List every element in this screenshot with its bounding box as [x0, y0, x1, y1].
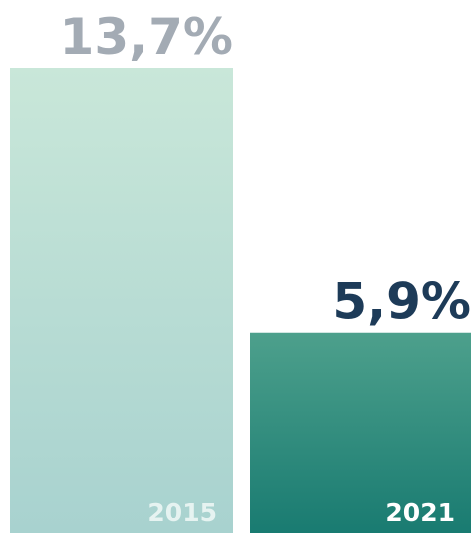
bar [10, 68, 233, 533]
category-label: 2021 [385, 498, 455, 527]
bar [250, 332, 471, 533]
category-label: 2015 [147, 498, 217, 527]
value-label: 13,7% [60, 8, 233, 66]
value-label: 5,9% [332, 273, 471, 331]
